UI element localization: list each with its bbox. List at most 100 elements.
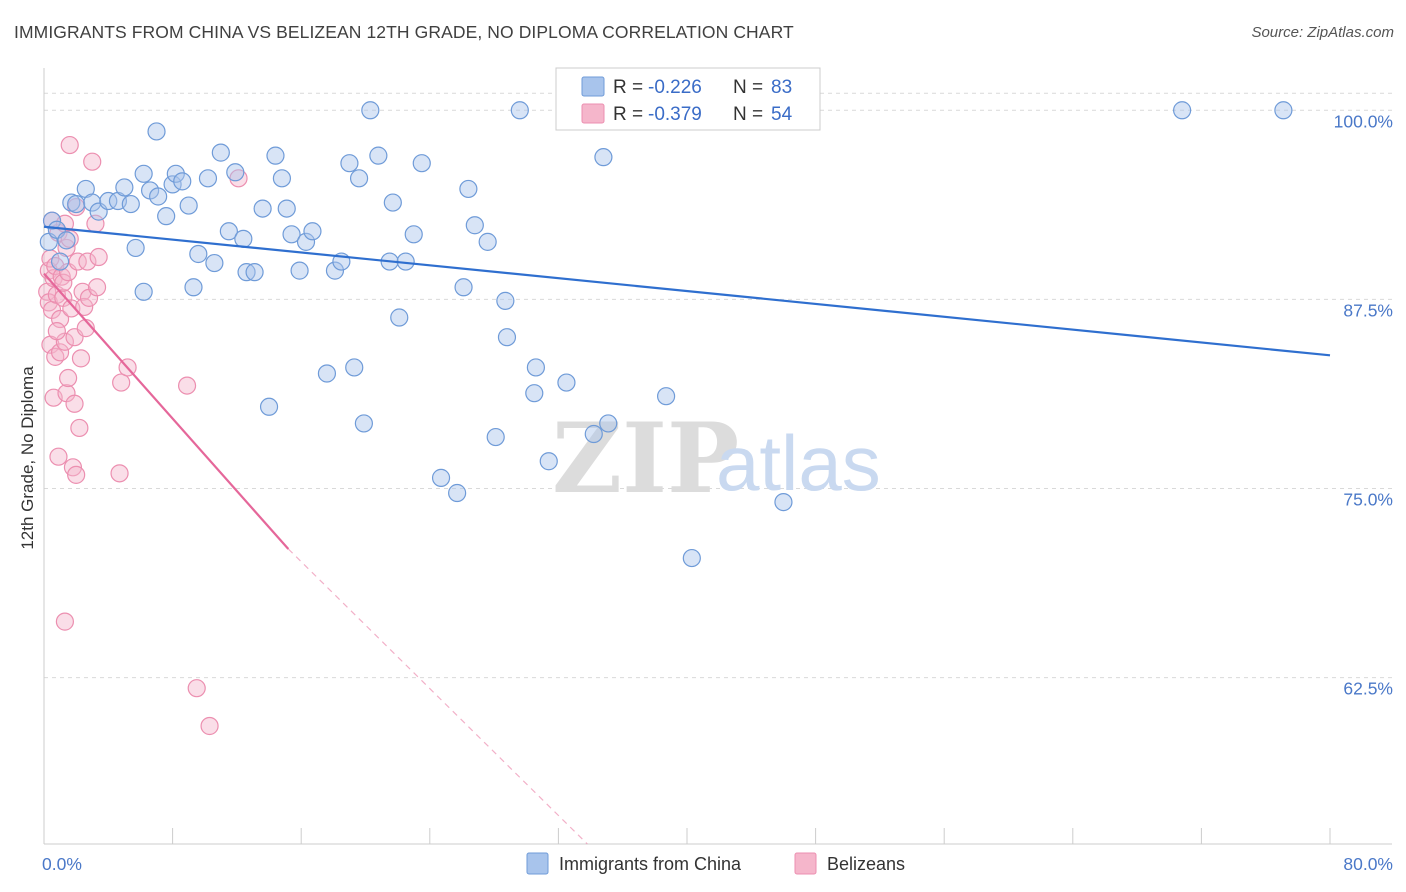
china-point — [599, 414, 618, 433]
y-tick-label: 62.5% — [1343, 679, 1393, 699]
axes — [43, 68, 1392, 845]
china-point — [115, 178, 134, 197]
china-point — [539, 452, 558, 471]
china-point — [277, 199, 296, 218]
china-point — [99, 191, 118, 211]
legend-belize-n-label: N = — [733, 104, 763, 125]
china-point — [272, 169, 292, 188]
china-point — [245, 263, 264, 282]
y-tick-labels: 62.5% 75.0% 87.5% 100.0% — [1334, 111, 1393, 698]
legend-china-swatch — [581, 76, 605, 97]
belizeans-point — [87, 278, 107, 297]
china-point — [774, 492, 793, 512]
source-label: Source: ZipAtlas.com — [1251, 24, 1394, 41]
china-point — [57, 231, 76, 250]
china-point — [584, 424, 603, 444]
watermark: ZIP atlas — [552, 402, 881, 515]
china-point — [459, 179, 478, 199]
watermark-atlas: atlas — [716, 419, 881, 507]
china-point — [1173, 101, 1192, 120]
china-point — [465, 216, 484, 235]
belizeans-point — [67, 465, 86, 484]
china-point — [157, 207, 176, 226]
china-point — [361, 101, 380, 120]
china-point — [497, 328, 517, 347]
china-point — [431, 468, 451, 487]
x-ticks: 0.0% 80.0% — [42, 828, 1393, 874]
belizeans-point — [59, 368, 78, 388]
belizeans-point — [78, 252, 97, 271]
watermark-zip: ZIP — [552, 402, 739, 515]
belizeans-point — [110, 464, 129, 483]
belizeans-point — [54, 273, 73, 292]
china-point — [478, 232, 497, 251]
belizeans-point — [60, 135, 79, 155]
belizeans-point — [71, 349, 91, 368]
china-point — [682, 548, 701, 568]
belizeans-point — [65, 394, 84, 413]
belizeans-point — [112, 373, 131, 392]
legend-belize-r-value: -0.379 — [648, 104, 702, 125]
legend-belize-n-value: 54 — [771, 104, 793, 125]
belizeans-point — [55, 612, 74, 631]
china-point — [179, 196, 198, 215]
china-point — [211, 143, 230, 162]
china-point — [83, 193, 102, 212]
china-point — [448, 483, 467, 503]
china-point — [317, 364, 337, 383]
china-point — [234, 229, 253, 248]
china-point — [121, 194, 140, 214]
china-point — [134, 282, 153, 301]
china-trend-line — [43, 225, 1331, 357]
china-point — [557, 373, 576, 392]
china-point — [340, 154, 359, 173]
bottom-legend-belize-swatch — [794, 852, 817, 875]
china-point — [594, 148, 613, 167]
china-points — [39, 101, 1293, 568]
bottom-legend-china-swatch — [526, 852, 549, 875]
bottom-legend-china-label: Immigrants from China — [559, 854, 742, 874]
china-point — [325, 261, 345, 280]
belizeans-point — [68, 252, 87, 271]
series-legend: Immigrants from China Belizeans — [526, 852, 905, 875]
trend-lines — [43, 225, 1331, 845]
china-point — [290, 261, 309, 280]
legend-china-n-value: 83 — [771, 77, 792, 98]
china-point — [383, 193, 402, 212]
chart-title: IMMIGRANTS FROM CHINA VS BELIZEAN 12TH G… — [14, 22, 794, 42]
china-point — [496, 291, 515, 310]
belizeans-point — [200, 716, 219, 736]
china-point — [219, 222, 238, 241]
belizeans-point — [70, 418, 89, 438]
china-point — [184, 278, 203, 297]
legend-china-n-label: N = — [733, 77, 763, 98]
belizeans-point — [49, 447, 68, 466]
china-point — [526, 358, 545, 377]
china-point — [42, 211, 62, 230]
china-point — [349, 169, 369, 188]
x-tick-label: 0.0% — [42, 854, 82, 874]
china-point — [205, 253, 224, 273]
correlation-legend: R = -0.226 N = 83 R = -0.379 N = 54 — [555, 67, 821, 131]
china-point — [253, 199, 272, 218]
china-point — [354, 414, 373, 433]
china-point — [345, 358, 364, 377]
china-point — [226, 163, 245, 182]
china-point — [296, 232, 316, 251]
china-point — [1274, 101, 1293, 120]
y-axis-label: 12th Grade, No Diploma — [18, 366, 37, 550]
belizeans-points — [38, 135, 248, 736]
china-point — [390, 308, 409, 327]
legend-belize-r-label: R = — [613, 104, 643, 125]
belizeans-point — [187, 679, 206, 698]
belizeans-point — [47, 322, 66, 341]
bottom-legend-belize-label: Belizeans — [827, 854, 905, 874]
china-point — [303, 222, 322, 241]
china-point — [259, 397, 279, 416]
china-point — [50, 252, 70, 271]
china-point — [189, 244, 208, 264]
y-tick-label: 75.0% — [1343, 489, 1393, 509]
china-point — [454, 278, 473, 297]
belizeans-point — [75, 297, 94, 317]
china-point — [412, 154, 431, 173]
